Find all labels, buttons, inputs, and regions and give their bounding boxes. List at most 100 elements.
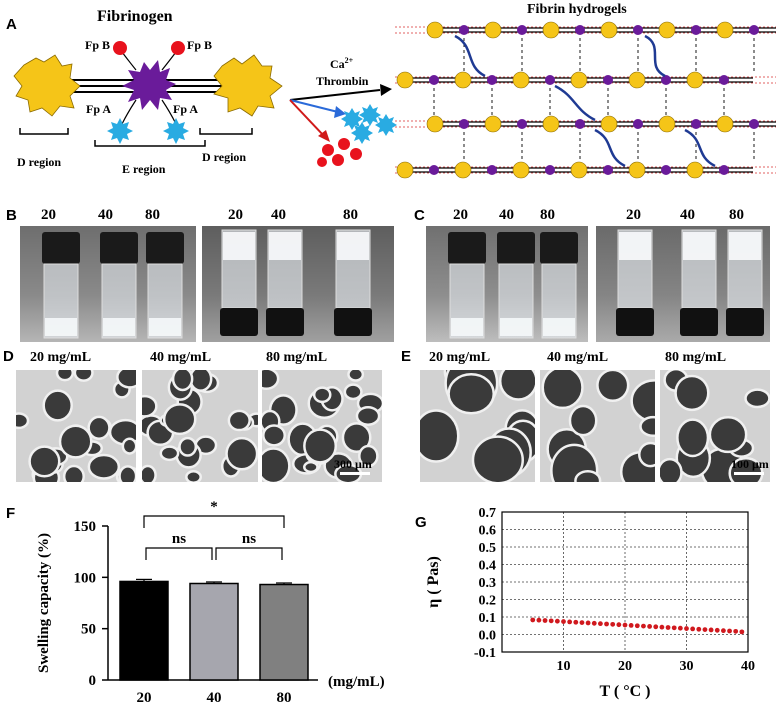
- data-point: [561, 619, 566, 624]
- d-domain-node: [658, 21, 676, 39]
- e-domain-node: [749, 119, 759, 129]
- data-point: [579, 620, 585, 625]
- y-tick-label: 0: [89, 673, 97, 689]
- e-domain-node: [719, 165, 729, 175]
- d-domain-node: [512, 161, 530, 179]
- vial-liquid: [103, 318, 135, 336]
- sem-pore: [58, 424, 93, 459]
- sem-pore: [596, 370, 630, 402]
- d-domain-node: [658, 115, 676, 133]
- y-tick-label: 0.7: [479, 506, 497, 521]
- data-point: [733, 628, 739, 634]
- sem-pore: [639, 415, 655, 437]
- fpa-right-label: Fp A: [173, 102, 199, 116]
- x-axis-title: T ( °C ): [600, 683, 651, 700]
- d-region-left-blob: [13, 54, 81, 117]
- sem-e-scalebar: [734, 472, 764, 475]
- data-point: [567, 619, 573, 625]
- fpa-left-shape: [107, 118, 133, 144]
- y-axis-title: Swelling capacity (%): [36, 533, 52, 673]
- fpa-left-label: Fp A: [86, 102, 112, 116]
- sem-texture: [540, 370, 655, 482]
- y-tick-label: 0.0: [479, 629, 497, 644]
- panel-label-a: A: [6, 16, 17, 33]
- d-domain-node: [426, 21, 444, 39]
- vial-cap: [220, 308, 258, 336]
- e-domain-node: [545, 75, 555, 85]
- sem-pore: [420, 409, 460, 463]
- vial-c-right-40: 40: [680, 207, 695, 223]
- vial-c-left-80: 80: [540, 207, 555, 223]
- sem-pore: [28, 445, 61, 478]
- d-region-left-label: D region: [17, 155, 62, 169]
- e-domain-node: [719, 75, 729, 85]
- sem-pore: [262, 424, 286, 447]
- y-axis-title: η ( Pas): [425, 556, 442, 608]
- vial-gel: [619, 232, 651, 260]
- vial-cap: [497, 232, 535, 264]
- e-domain-node: [575, 25, 585, 35]
- sem-pore: [142, 394, 158, 418]
- y-tick-label: 0.5: [479, 541, 497, 556]
- x-tick-label: 10: [557, 659, 571, 674]
- e-domain-node: [633, 25, 643, 35]
- e-domain-node: [517, 119, 527, 129]
- sem-pore: [347, 370, 365, 382]
- y-tick-label: 0.2: [479, 594, 497, 609]
- data-point: [684, 626, 689, 631]
- sem-pore: [660, 457, 683, 482]
- vial-gel: [337, 232, 369, 260]
- significance-bracket: [215, 547, 283, 560]
- sem-d-40: [142, 370, 258, 482]
- y-tick-label: 100: [74, 570, 97, 586]
- vial-b-left-40: 40: [98, 207, 113, 223]
- d-domain-node: [426, 115, 444, 133]
- vial-b-right-40: 40: [271, 207, 286, 223]
- sem-d-scalebar-label: 300 μm: [334, 457, 372, 471]
- e-region-label: E region: [122, 162, 166, 176]
- data-point: [628, 623, 634, 628]
- data-point: [536, 617, 542, 623]
- thrombin-label: Thrombin: [316, 74, 369, 88]
- vial-cap: [726, 308, 764, 336]
- sem-pore: [189, 370, 213, 392]
- vial-cap: [334, 308, 372, 336]
- data-point: [573, 619, 579, 625]
- sem-pore: [55, 370, 75, 382]
- d-domain-node: [484, 115, 502, 133]
- swelling-bar-chart: 0 50 100 150 20 40 80 (mg/mL) Swelling capacity …: [36, 499, 385, 706]
- panel-label-f: F: [6, 505, 16, 522]
- data-point: [548, 618, 554, 624]
- sem-e-80: [660, 370, 770, 482]
- data-point: [585, 620, 591, 626]
- data-point: [616, 622, 622, 628]
- y-tick-label: 0.6: [479, 524, 497, 539]
- y-tick-label: -0.1: [474, 646, 496, 661]
- e-domain-node: [661, 75, 671, 85]
- d-domain-node: [396, 161, 414, 179]
- vial-cap: [616, 308, 654, 336]
- e-domain-node: [429, 75, 439, 85]
- x-tick-label: 20: [618, 659, 632, 674]
- sem-e-label-80: 80 mg/mL: [665, 350, 727, 365]
- vial-cap: [146, 232, 184, 264]
- data-point: [554, 618, 560, 624]
- d-domain-node: [542, 21, 560, 39]
- x-tick-label: 30: [680, 659, 694, 674]
- fpa-right-shape: [163, 118, 189, 144]
- d-domain-node: [600, 21, 618, 39]
- vial-gel: [269, 232, 301, 260]
- data-point: [622, 622, 628, 628]
- sem-d-label-80: 80 mg/mL: [266, 350, 328, 365]
- sem-d-label-20: 20 mg/mL: [30, 350, 92, 365]
- significance-label: ns: [172, 531, 186, 547]
- sem-pore: [162, 403, 197, 436]
- d-domain-node: [454, 161, 472, 179]
- sem-pore: [358, 444, 379, 468]
- sem-e-label-20: 20 mg/mL: [429, 350, 491, 365]
- data-point: [598, 621, 603, 627]
- data-point: [721, 628, 726, 634]
- fibrin-crosslink: [644, 34, 666, 78]
- e-domain-node: [459, 119, 469, 129]
- sem-pore: [708, 416, 748, 454]
